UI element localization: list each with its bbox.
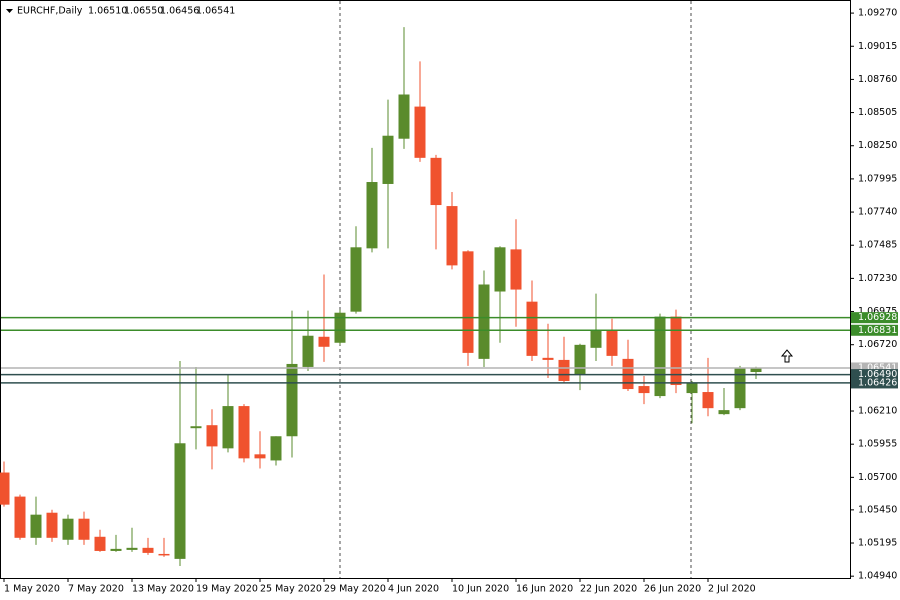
candle-body <box>222 406 234 449</box>
candle-body <box>382 135 394 184</box>
candle-body <box>606 330 618 356</box>
candle-body <box>686 383 698 394</box>
x-tick-label: 22 Jun 2020 <box>580 584 637 595</box>
candle-body <box>670 316 682 386</box>
x-tick-label: 4 Jun 2020 <box>388 584 439 595</box>
candle-body <box>350 247 362 312</box>
candle-body <box>78 518 90 540</box>
candle-body <box>286 363 298 437</box>
y-tick-label: 1.09015 <box>858 41 897 52</box>
candle-body <box>190 426 202 429</box>
level-label: 1.06490 <box>858 369 897 380</box>
x-tick-label: 19 May 2020 <box>196 584 258 595</box>
candle-body <box>478 284 490 359</box>
candle-body <box>398 94 410 139</box>
header-close: 1.06541 <box>196 6 235 17</box>
y-tick-label: 1.04940 <box>858 571 897 582</box>
candle-body <box>206 425 218 447</box>
x-tick-label: 16 Jun 2020 <box>516 584 573 595</box>
level-label-box <box>851 324 898 336</box>
candle-body <box>414 106 426 158</box>
candle-body <box>638 386 650 394</box>
candle-body <box>318 336 330 347</box>
candle-body <box>174 443 186 559</box>
candle-body <box>126 547 138 550</box>
candle-body <box>302 335 314 367</box>
x-tick-label: 1 May 2020 <box>4 584 60 595</box>
candle-body <box>0 472 10 505</box>
candle-body <box>462 251 474 353</box>
y-tick-label: 1.05450 <box>858 504 897 515</box>
level-label-box <box>851 362 898 374</box>
candle-body <box>254 454 266 459</box>
candle-body <box>702 392 714 409</box>
candle-body <box>654 316 666 397</box>
y-tick-label: 1.07740 <box>858 207 897 218</box>
candle-body <box>750 367 762 373</box>
plot-frame <box>0 0 851 579</box>
y-tick-label: 1.05195 <box>858 538 897 549</box>
candle-body <box>46 512 58 538</box>
candle-body <box>574 344 586 376</box>
candle-body <box>142 547 154 553</box>
level-label: 1.06928 <box>858 312 897 323</box>
y-tick-label: 1.05700 <box>858 472 897 483</box>
symbol: EURCHF,Daily <box>17 6 83 17</box>
y-tick-label: 1.07995 <box>858 173 897 184</box>
y-tick-label: 1.06975 <box>858 306 897 317</box>
y-tick-label: 1.05955 <box>858 439 897 450</box>
header-marker <box>6 9 13 13</box>
candle-body <box>494 247 506 292</box>
header-high: 1.06550 <box>124 6 163 17</box>
x-tick-label: 2 Jul 2020 <box>708 584 756 595</box>
y-tick-label: 1.06210 <box>858 406 897 417</box>
x-tick-label: 10 Jun 2020 <box>452 584 509 595</box>
y-tick-label: 1.08505 <box>858 107 897 118</box>
y-tick-label: 1.08760 <box>858 74 897 85</box>
x-tick-label: 29 May 2020 <box>324 584 386 595</box>
x-tick-label: 25 May 2020 <box>260 584 322 595</box>
y-tick-label: 1.07230 <box>858 273 897 284</box>
candle-body <box>110 548 122 551</box>
level-label-box <box>851 312 898 324</box>
candle-body <box>238 406 250 459</box>
x-tick-label: 13 May 2020 <box>132 584 194 595</box>
header-low: 1.06456 <box>160 6 199 17</box>
candle-body <box>30 514 42 538</box>
candle-body <box>366 182 378 249</box>
y-tick-label: 1.08250 <box>858 140 897 151</box>
candle-body <box>542 357 554 360</box>
y-tick-label: 1.09270 <box>858 8 897 19</box>
candle-body <box>510 249 522 290</box>
level-label: 1.06831 <box>858 325 897 336</box>
candle-body <box>334 312 346 343</box>
candle-body <box>590 329 602 348</box>
level-label: 1.06426 <box>858 377 897 388</box>
y-tick-label: 1.06720 <box>858 339 897 350</box>
candle-body <box>158 553 170 556</box>
level-label-box <box>851 377 898 389</box>
level-label: 1.06541 <box>858 362 897 373</box>
level-label-box <box>851 369 898 381</box>
candle-body <box>94 536 106 551</box>
candle-body <box>430 157 442 206</box>
candle-body <box>734 367 746 409</box>
candle-body <box>14 496 26 538</box>
x-tick-label: 7 May 2020 <box>68 584 124 595</box>
header-open: 1.06510 <box>88 6 127 17</box>
candle-body <box>526 301 538 356</box>
candle-body <box>718 410 730 415</box>
arrow-icon <box>780 349 794 363</box>
candle-body <box>270 436 282 461</box>
candle-body <box>62 518 74 540</box>
x-tick-label: 26 Jun 2020 <box>644 584 701 595</box>
candle-body <box>558 359 570 381</box>
candle-body <box>446 206 458 266</box>
y-tick-label: 1.07485 <box>858 240 897 251</box>
